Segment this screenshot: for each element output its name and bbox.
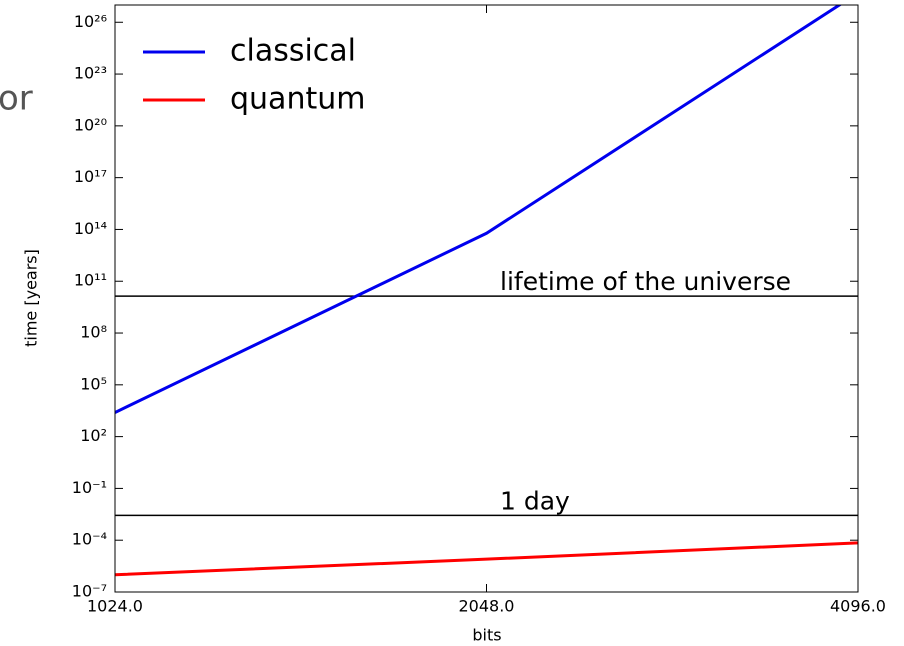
legend-label: quantum	[230, 82, 365, 117]
y-tick-label: 10⁸	[80, 323, 107, 342]
y-tick-label: 10²³	[74, 64, 107, 83]
x-axis-label: bits	[472, 626, 501, 645]
y-tick-label: 10⁻⁴	[72, 530, 107, 549]
y-tick-label: 10²⁶	[74, 12, 107, 31]
reference-label: lifetime of the universe	[500, 267, 791, 296]
y-tick-label: 10²	[80, 426, 107, 445]
stray-text: or	[0, 79, 33, 119]
plot-frame	[114, 4, 859, 593]
data-line	[115, 541, 858, 577]
y-tick-label: 10¹⁷	[74, 167, 107, 186]
y-tick-label: 10⁻⁷	[72, 582, 107, 601]
y-tick-label: 10¹¹	[74, 271, 107, 290]
x-tick-label: 4096.0	[830, 597, 886, 616]
plot-area	[115, 5, 858, 577]
y-tick-label: 10⁵	[80, 374, 107, 393]
x-tick-label: 1024.0	[87, 597, 143, 616]
y-tick-label: 10⁻¹	[72, 478, 107, 497]
reference-label: 1 day	[500, 486, 570, 515]
y-tick-label: 10¹⁴	[74, 219, 107, 238]
y-tick-label: 10²⁰	[74, 115, 107, 134]
data-line	[115, 5, 843, 414]
y-axis-label: time [years]	[22, 249, 41, 347]
x-tick-label: 2048.0	[459, 597, 515, 616]
legend-label: classical	[230, 34, 356, 69]
